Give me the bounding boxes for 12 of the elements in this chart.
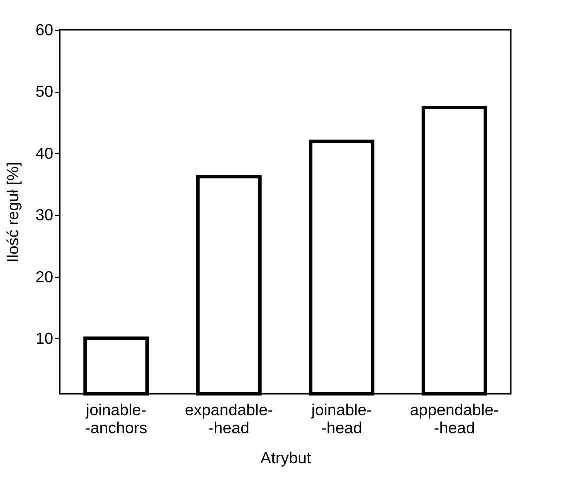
y-tick-label: 10 — [36, 330, 54, 348]
x-tick-label: joinable- -head — [310, 402, 372, 438]
y-axis-title: Ilość reguł [%] — [6, 162, 23, 263]
y-tick-label: 50 — [36, 84, 54, 102]
y-tick-label: 30 — [36, 208, 54, 225]
y-tick-label: 60 — [36, 22, 54, 40]
x-tick-label: joinable- -anchors — [85, 402, 148, 438]
y-tick-label: 40 — [36, 146, 54, 163]
x-axis-title: Atrybut — [260, 450, 312, 468]
y-tick-label: 20 — [36, 269, 54, 286]
x-tick-label: appendable- -head — [410, 402, 500, 438]
x-tick-label: expandable- -head — [185, 402, 274, 438]
